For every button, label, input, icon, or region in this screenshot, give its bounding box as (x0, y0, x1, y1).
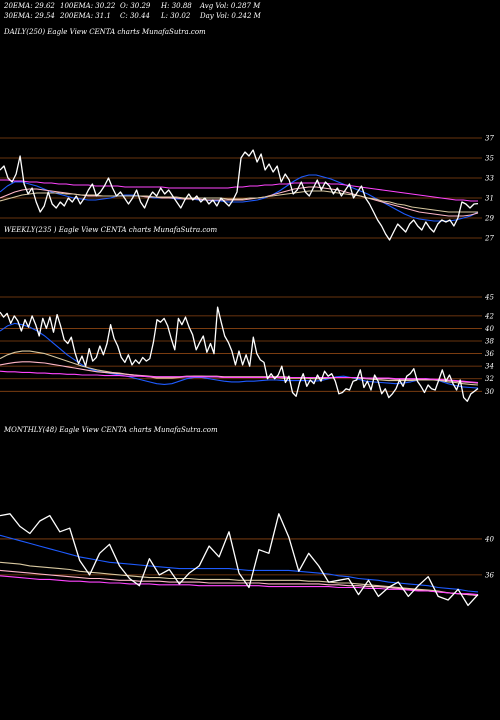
monthly-tick-36: 36 (485, 571, 494, 579)
weekly-tick-36: 36 (485, 350, 494, 358)
header-low: L: 30.02 (161, 12, 191, 20)
weekly-tick-32: 32 (485, 375, 494, 383)
header-avg-vol: Avg Vol: 0.287 M (200, 2, 261, 10)
header-ema30: 30EMA: 29.54 (4, 12, 55, 20)
monthly-ema-line-4 (0, 575, 479, 596)
daily-tick-35: 35 (485, 155, 494, 163)
daily-panel-title: DAILY(250) Eagle View CENTA charts Munaf… (3, 28, 206, 36)
monthly-ema-line-3 (0, 569, 479, 597)
weekly-tick-40: 40 (484, 325, 494, 333)
daily-tick-33: 33 (485, 175, 494, 183)
header-ema100: 100EMA: 30.22 (60, 2, 116, 10)
header-ema200: 200EMA: 31.1 (60, 12, 111, 20)
header-day-vol: Day Vol: 0.242 M (200, 12, 261, 20)
daily-price-line-0 (0, 149, 479, 241)
daily-ema-line-4 (0, 179, 478, 202)
monthly-price-line-0 (0, 513, 479, 607)
daily-tick-31: 31 (485, 195, 494, 203)
daily-ema-line-3 (0, 190, 478, 213)
weekly-tick-45: 45 (484, 294, 494, 302)
daily-tick-29: 29 (484, 215, 494, 223)
header-open: O: 30.29 (120, 2, 151, 10)
weekly-price-line-0 (0, 306, 479, 402)
weekly-tick-42: 42 (484, 312, 494, 320)
weekly-ema-line-3 (0, 361, 479, 384)
daily-tick-37: 37 (485, 135, 494, 143)
daily-ema-line-1 (0, 174, 479, 222)
weekly-tick-38: 38 (485, 338, 494, 346)
header-high: H: 30.88 (161, 2, 192, 10)
header-ema20: 20EMA: 29.62 (4, 2, 55, 10)
weekly-panel-title: WEEKLY(235 ) Eagle View CENTA charts Mun… (4, 226, 217, 234)
monthly-ema-line-2 (0, 561, 479, 597)
monthly-panel-title: MONTHLY(48) Eagle View CENTA charts Muna… (3, 426, 218, 434)
header-close: C: 30.44 (120, 12, 150, 20)
monthly-tick-40: 40 (484, 535, 494, 543)
daily-tick-27: 27 (484, 235, 494, 243)
weekly-ema-line-4 (0, 370, 479, 384)
weekly-tick-34: 34 (485, 363, 494, 371)
weekly-tick-30: 30 (485, 388, 494, 396)
